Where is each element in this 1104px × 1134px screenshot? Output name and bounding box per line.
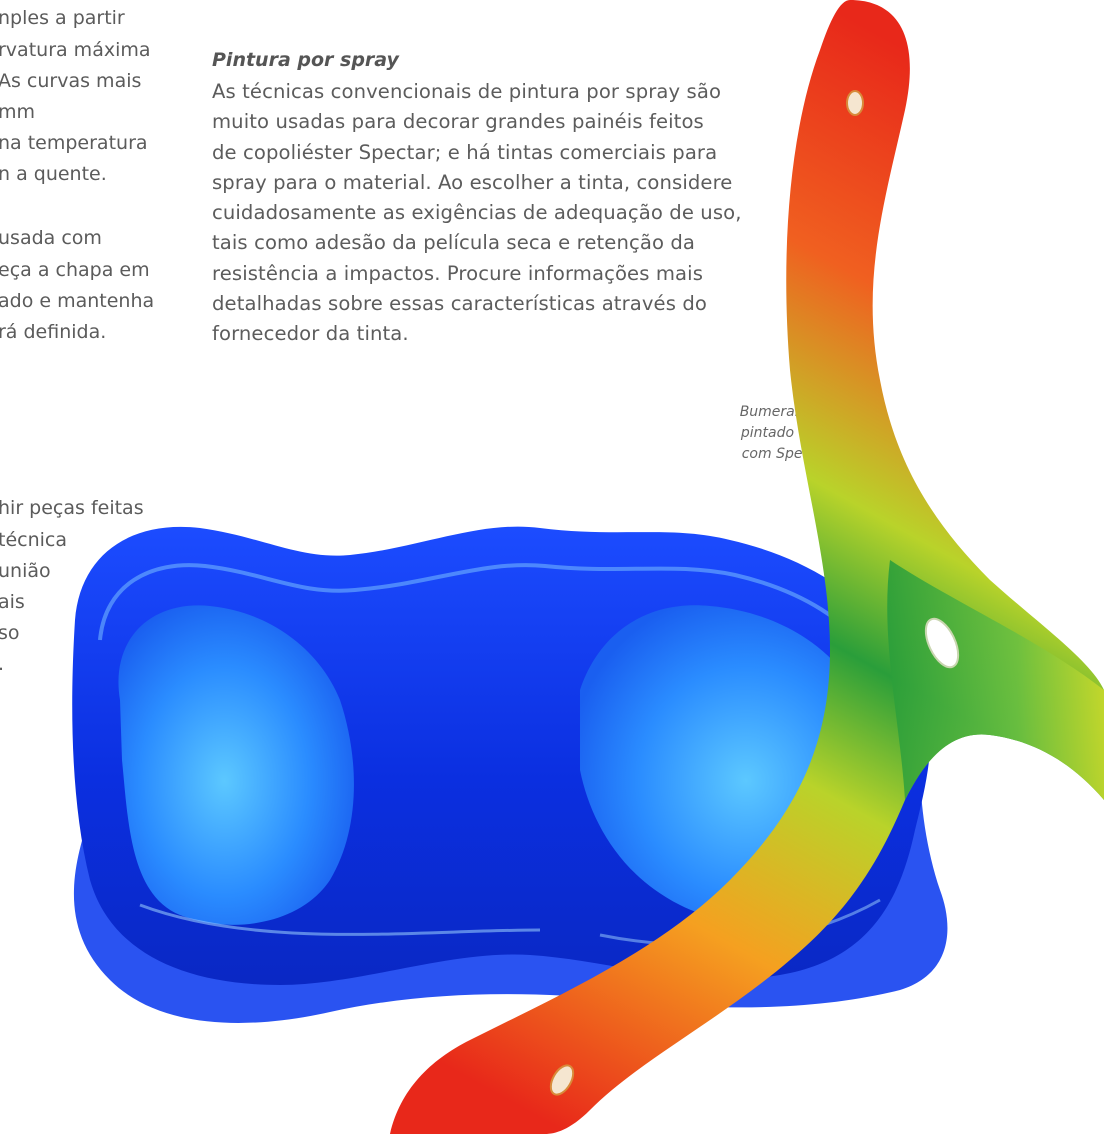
left-column-text: nples a partir rvatura máxima As curvas … [0,0,200,760]
body-line: detalhadas sobre essas características a… [212,292,707,316]
body-line: spray para o material. Ao escolher a tin… [212,170,733,194]
bowl-rim-highlight [98,563,887,672]
bowl-left-well [118,605,354,925]
boomerang-hole-middle [924,617,960,669]
left-text-line: técnica [0,529,67,551]
left-text-line: As curvas mais [0,70,142,92]
boomerang-right-arm [887,560,1104,800]
section-heading: Pintura por spray [212,49,399,71]
left-text-line: rá definida. [0,321,107,343]
left-text-line: ais [0,591,25,613]
left-text-line: eça a chapa em [0,259,150,281]
body-line: fornecedor da tinta. [212,322,409,346]
left-text-line: união [0,560,51,582]
left-text-line: . [0,650,4,678]
left-text-line: na temperatura [0,132,148,154]
left-text-line: ado e mantenha [0,290,155,312]
spray-painting-section: Pintura por spray As técnicas convencion… [212,46,802,350]
left-text-line: so [0,622,20,644]
section-body: As técnicas convencionais de pintura por… [212,77,802,350]
body-line: muito usadas para decorar grandes painéi… [212,110,704,134]
boomerang-hole-top [846,90,864,116]
body-line: resistência a impactos. Procure informaç… [212,261,703,285]
body-line: As técnicas convencionais de pintura por… [212,80,722,103]
left-text-line: rvatura máxima [0,39,151,61]
left-text-line: nples a partir [0,7,125,29]
left-text-line: n a quente. [0,163,107,185]
left-text-line: mm [0,101,36,123]
left-text-line: hir peças feitas [0,497,144,519]
boomerang-hole-bottom [549,1064,575,1096]
body-line: cuidadosamente as exigências de adequaçã… [212,201,742,225]
boomerang-body [390,0,1104,1134]
body-line: tais como adesão da película seca e rete… [212,231,696,255]
left-text-line: usada com [0,227,102,249]
body-line: de copoliéster Spectar; e há tintas come… [212,140,718,164]
